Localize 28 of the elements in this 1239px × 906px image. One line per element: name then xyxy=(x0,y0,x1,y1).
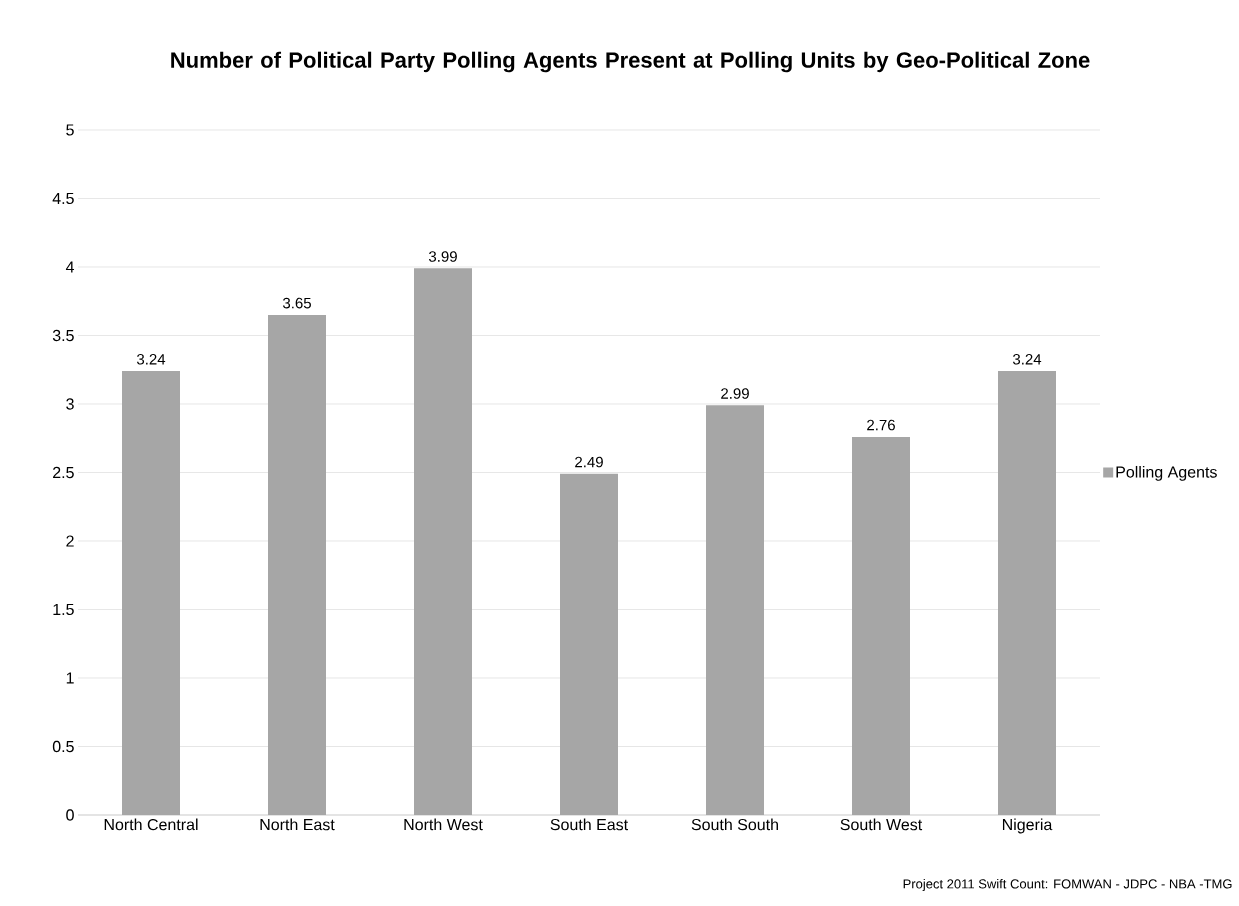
x-tick-label: South West xyxy=(840,818,923,831)
x-tick-label: South East xyxy=(550,818,628,831)
legend-label: Polling Agents xyxy=(1116,465,1217,481)
data-label: 3.99 xyxy=(428,251,457,262)
y-tick-label: 2 xyxy=(66,535,74,547)
y-tick-label: 3.5 xyxy=(52,329,74,342)
y-tick-label: 4 xyxy=(65,261,75,273)
y-tick-label: 5 xyxy=(66,124,74,136)
y-tick-label: 0 xyxy=(66,809,74,821)
x-tick-label: North West xyxy=(404,818,483,831)
data-label: 2.76 xyxy=(867,419,895,431)
data-label: 2.99 xyxy=(721,388,749,399)
x-tick-label: North East xyxy=(260,818,335,831)
data-label: 3.24 xyxy=(1012,353,1042,365)
y-tick-label: 1.5 xyxy=(53,603,74,616)
y-tick-label: 2.5 xyxy=(53,466,74,479)
data-label: 2.49 xyxy=(575,456,603,468)
y-tick-label: 0.5 xyxy=(52,740,74,753)
y-tick-label: 4.5 xyxy=(52,192,74,205)
chart-title: Number of Political Party Polling Agents Present at Polling Units by Geo-Political Zone xyxy=(171,51,1090,73)
x-tick-label: Nigeria xyxy=(1002,818,1053,834)
data-label: 3.24 xyxy=(136,353,166,365)
y-tick-label: 3 xyxy=(66,398,74,410)
x-tick-label: South South xyxy=(691,818,778,831)
x-tick-label: North Central xyxy=(104,818,198,831)
y-tick-label: 1 xyxy=(66,672,74,684)
data-label: 3.65 xyxy=(282,297,311,309)
text: Project 2011 Swift Count: FOMWAN - JDPC - NBA -TMG xyxy=(903,878,1232,892)
